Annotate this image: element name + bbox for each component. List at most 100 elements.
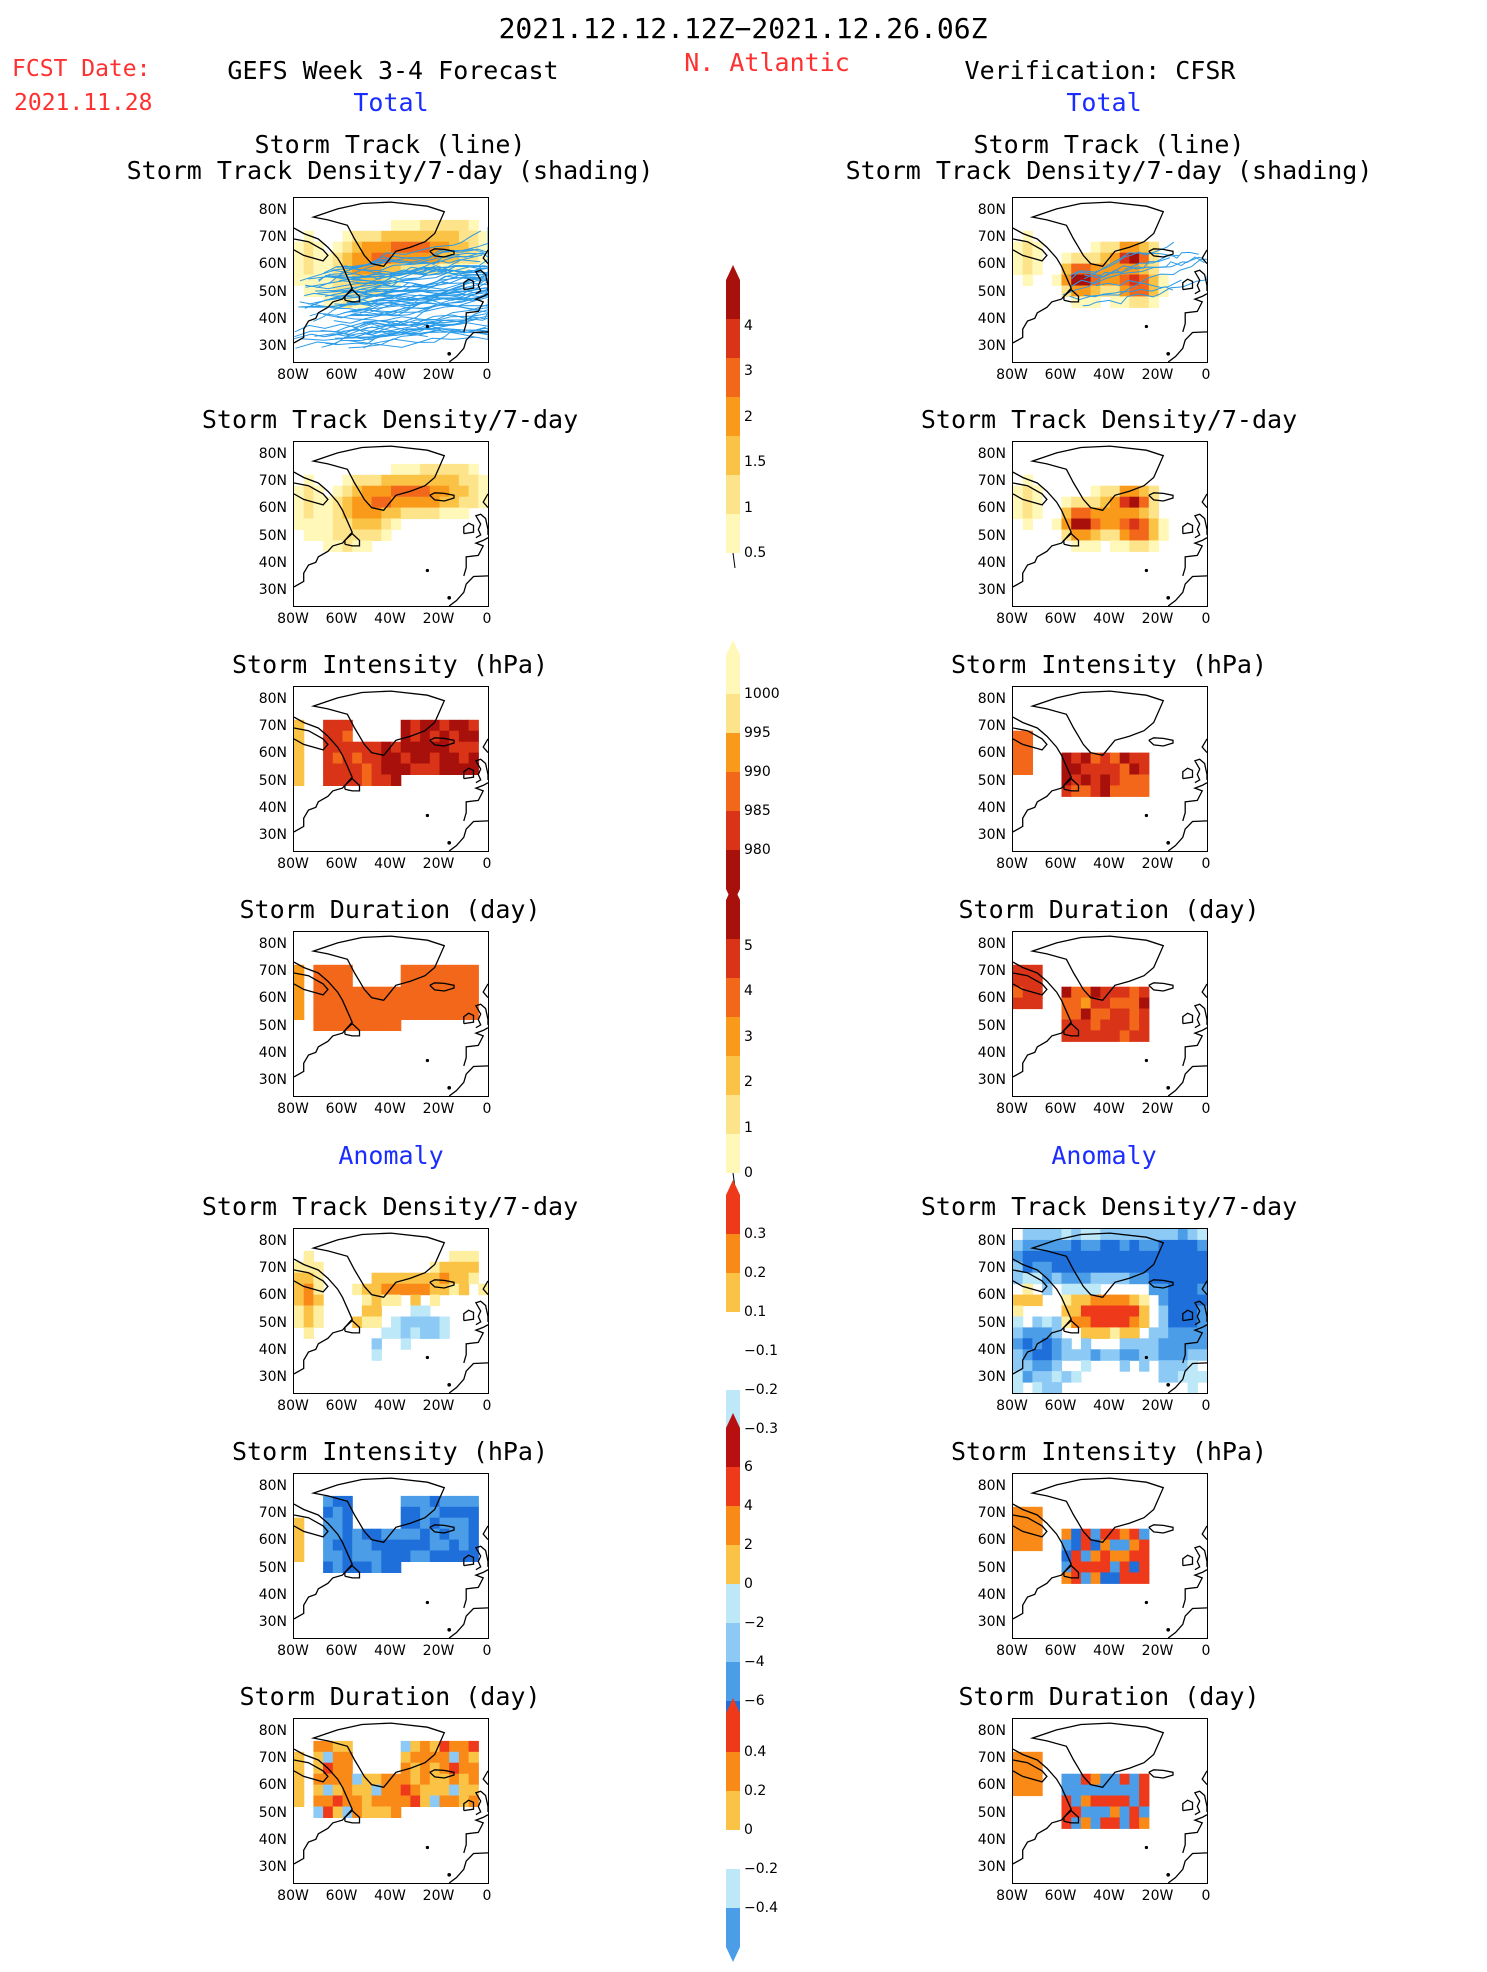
y-tick-label: 60N: [258, 745, 287, 762]
x-tick-label: 0: [482, 1101, 492, 1117]
x-tick-label: 20W: [422, 856, 455, 872]
x-tick-label: 0: [482, 367, 492, 383]
x-tick-label: 60W: [325, 367, 358, 383]
x-tick-label: 0: [1201, 1398, 1211, 1414]
colorbar-tick-label: 0.4: [744, 1744, 767, 1760]
y-tick-label: 40N: [977, 311, 1006, 327]
y-tick-label: 60N: [977, 745, 1006, 762]
colorbar-swatches: [726, 1413, 740, 1755]
y-tick-label: 40N: [258, 1342, 287, 1358]
x-tick-label: 40W: [374, 1398, 406, 1414]
x-tick-label: 0: [482, 856, 492, 872]
y-tick-label: 70N: [977, 963, 1006, 979]
x-tick-label: 0: [482, 1643, 492, 1659]
y-tick-label: 40N: [977, 555, 1006, 571]
colorbar-tick-label: −0.2: [744, 1861, 778, 1877]
y-tick-label: 70N: [258, 1505, 287, 1521]
y-tick-label: 30N: [977, 1072, 1006, 1089]
y-tick-label: 60N: [258, 256, 287, 273]
colorbar-tick-label: 0.5: [744, 545, 767, 561]
y-tick-label: 50N: [977, 1559, 1006, 1576]
y-tick-label: 30N: [258, 1859, 287, 1876]
x-tick-label: 40W: [374, 1888, 406, 1904]
map-canvas: [294, 1477, 488, 1638]
colorbar-tick-label: 2: [744, 1074, 753, 1090]
map-density-forecast: [293, 441, 489, 607]
y-tick-label: 70N: [258, 473, 287, 489]
x-tick-label: 20W: [422, 1888, 455, 1904]
y-tick-label: 30N: [977, 1614, 1006, 1631]
y-tick-label: 40N: [258, 1832, 287, 1848]
shading-cells: [1013, 964, 1150, 1042]
colorbar-tick-label: 3: [744, 363, 753, 379]
map-canvas: [294, 1722, 488, 1883]
y-tick-label: 50N: [258, 527, 287, 544]
colorbar-tick-label: 0.2: [744, 1265, 767, 1281]
x-tick-label: 80W: [277, 1398, 309, 1414]
x-tick-label: 60W: [1044, 1888, 1077, 1904]
y-tick-label: 50N: [258, 1314, 287, 1331]
x-tick-label: 40W: [1093, 611, 1125, 627]
x-tick-label: 80W: [996, 1101, 1028, 1117]
anomaly-label-right: Anomaly: [1051, 1141, 1157, 1170]
y-tick-label: 80N: [977, 1722, 1006, 1739]
colorbar-duration-anom: [723, 1698, 783, 1972]
colorbar-tick-label: 4: [744, 317, 753, 334]
x-tick-label: 20W: [422, 1643, 455, 1659]
x-tick-label: 20W: [1141, 856, 1174, 872]
x-tick-label: 40W: [1093, 1888, 1125, 1904]
map-canvas: [1013, 445, 1207, 606]
x-tick-label: 80W: [996, 1398, 1028, 1414]
colorbar-tick-label: 980: [744, 842, 771, 858]
colorbar-intensity-anom: [723, 1413, 783, 1765]
x-tick-label: 60W: [1044, 1643, 1077, 1659]
y-tick-label: 80N: [258, 201, 287, 218]
x-tick-label: 80W: [277, 1888, 309, 1904]
y-tick-label: 80N: [977, 690, 1006, 707]
x-tick-label: 20W: [1141, 1888, 1174, 1904]
x-tick-label: 20W: [422, 1101, 455, 1117]
x-tick-label: 0: [1201, 1888, 1211, 1904]
x-tick-label: 40W: [374, 1101, 406, 1117]
map-adensity-verification: [1012, 1228, 1208, 1394]
map-canvas: [1013, 690, 1207, 851]
colorbar-tick-label: 1: [744, 1119, 753, 1136]
fcst-date: 2021.11.28: [14, 90, 153, 116]
colorbar-tick-label: 0.3: [744, 1226, 767, 1242]
map-canvas: [294, 935, 488, 1096]
map-aduration-forecast: [293, 1718, 489, 1884]
y-tick-label: 40N: [977, 1587, 1006, 1603]
colorbar-tick-label: 5: [744, 937, 753, 954]
colorbar-tick-label: −2: [744, 1615, 765, 1631]
y-tick-label: 60N: [977, 1532, 1006, 1549]
y-tick-label: 50N: [258, 772, 287, 789]
y-tick-label: 30N: [977, 827, 1006, 844]
colorbar-tick-label: −0.4: [744, 1900, 778, 1916]
x-tick-label: 60W: [1044, 367, 1077, 383]
panel-title-duration-forecast: Storm Duration (day): [239, 895, 541, 924]
y-tick-label: 50N: [258, 1017, 287, 1034]
map-canvas: [294, 690, 488, 851]
forecast-title: GEFS Week 3-4 Forecast: [227, 56, 559, 85]
map-canvas: [1013, 201, 1207, 362]
y-tick-label: 70N: [977, 229, 1006, 245]
map-adensity-forecast: [293, 1228, 489, 1394]
y-tick-label: 50N: [977, 1804, 1006, 1821]
x-tick-label: 60W: [1044, 611, 1077, 627]
y-tick-label: 40N: [977, 800, 1006, 816]
x-tick-label: 80W: [996, 856, 1028, 872]
shading-cells: [1013, 1229, 1207, 1393]
map-intensity-verification: [1012, 686, 1208, 852]
x-tick-label: 20W: [1141, 367, 1174, 383]
x-tick-label: 20W: [1141, 1101, 1174, 1117]
x-tick-label: 0: [482, 611, 492, 627]
shading-cells: [294, 1250, 488, 1361]
coastline: [1013, 445, 1207, 606]
x-tick-label: 80W: [277, 1643, 309, 1659]
x-tick-label: 80W: [996, 367, 1028, 383]
colorbar-tick-label: −6: [744, 1693, 765, 1709]
x-tick-label: 40W: [374, 611, 406, 627]
y-tick-label: 50N: [258, 1804, 287, 1821]
shading-cells: [1013, 1506, 1150, 1584]
panel-title-aduration-forecast: Storm Duration (day): [239, 1682, 541, 1711]
